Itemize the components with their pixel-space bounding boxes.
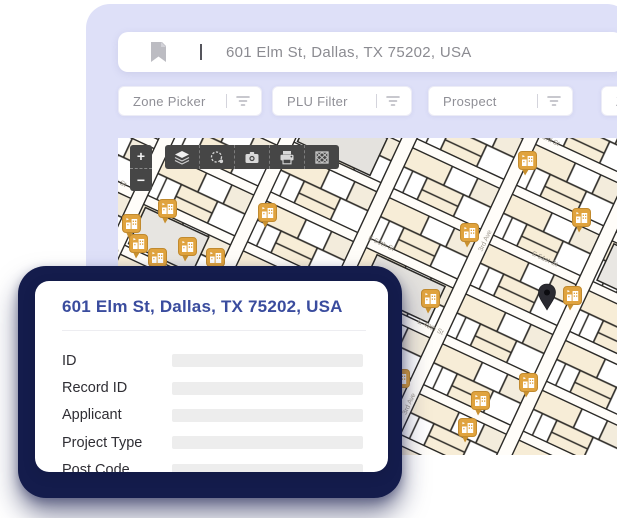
field-rows: ID Record ID Applicant Project Type Post…	[62, 347, 363, 472]
field-row: ID	[62, 347, 363, 374]
field-label: Applicant	[62, 407, 122, 424]
camera-button[interactable]	[234, 145, 269, 169]
funnel-icon	[547, 96, 561, 106]
filter-divider	[376, 94, 377, 108]
card-title: 601 Elm St, Dallas, TX 75202, USA	[62, 297, 343, 316]
field-value-placeholder	[172, 408, 363, 422]
field-row: Record ID	[62, 374, 363, 401]
layers-button[interactable]	[165, 145, 199, 169]
field-label: Project Type	[62, 434, 143, 451]
field-value-placeholder	[172, 436, 363, 450]
zone-picker-filter-button[interactable]: Zone Picker	[118, 86, 262, 116]
filter-label: Prospect	[443, 93, 497, 109]
search-input[interactable]: 601 Elm St, Dallas, TX 75202, USA	[226, 43, 472, 61]
layers-icon	[174, 150, 190, 165]
search-cursor-divider	[200, 44, 202, 60]
draw-circle-button[interactable]	[199, 145, 234, 169]
print-button[interactable]	[269, 145, 304, 169]
zoning-filter-button[interactable]: Zo	[601, 86, 617, 116]
field-value-placeholder	[172, 463, 363, 472]
filter-divider	[537, 94, 538, 108]
field-row: Applicant	[62, 402, 363, 429]
field-label: Record ID	[62, 380, 128, 397]
field-value-placeholder	[172, 354, 363, 368]
draw-circle-icon	[210, 150, 224, 163]
card-divider	[62, 330, 366, 331]
bookmark-icon	[151, 42, 166, 62]
hatch-grid-icon	[315, 150, 329, 164]
zoom-in-button[interactable]: +	[130, 145, 152, 168]
street-label: E 49th St	[118, 171, 127, 189]
filter-label: Zone Picker	[133, 93, 206, 109]
zoom-out-button[interactable]: −	[130, 167, 152, 192]
filter-label: PLU Filter	[287, 93, 348, 109]
map-toolbar	[165, 145, 339, 169]
address-detail-card: 601 Elm St, Dallas, TX 75202, USA ID Rec…	[35, 281, 388, 472]
field-label: Post Code	[62, 462, 130, 472]
map-zoom-control: + −	[130, 145, 152, 191]
field-row: Project Type	[62, 429, 363, 456]
address-search-bar[interactable]: 601 Elm St, Dallas, TX 75202, USA	[118, 32, 617, 72]
funnel-icon	[386, 96, 400, 106]
field-label: ID	[62, 352, 77, 369]
field-row: Post Code	[62, 457, 363, 472]
hatch-grid-button[interactable]	[304, 145, 339, 169]
plu-filter-button[interactable]: PLU Filter	[272, 86, 412, 116]
camera-icon	[245, 151, 259, 163]
funnel-icon	[236, 96, 250, 106]
printer-icon	[280, 150, 294, 164]
field-value-placeholder	[172, 381, 363, 395]
filter-divider	[226, 94, 227, 108]
prospect-filter-button[interactable]: Prospect	[428, 86, 573, 116]
